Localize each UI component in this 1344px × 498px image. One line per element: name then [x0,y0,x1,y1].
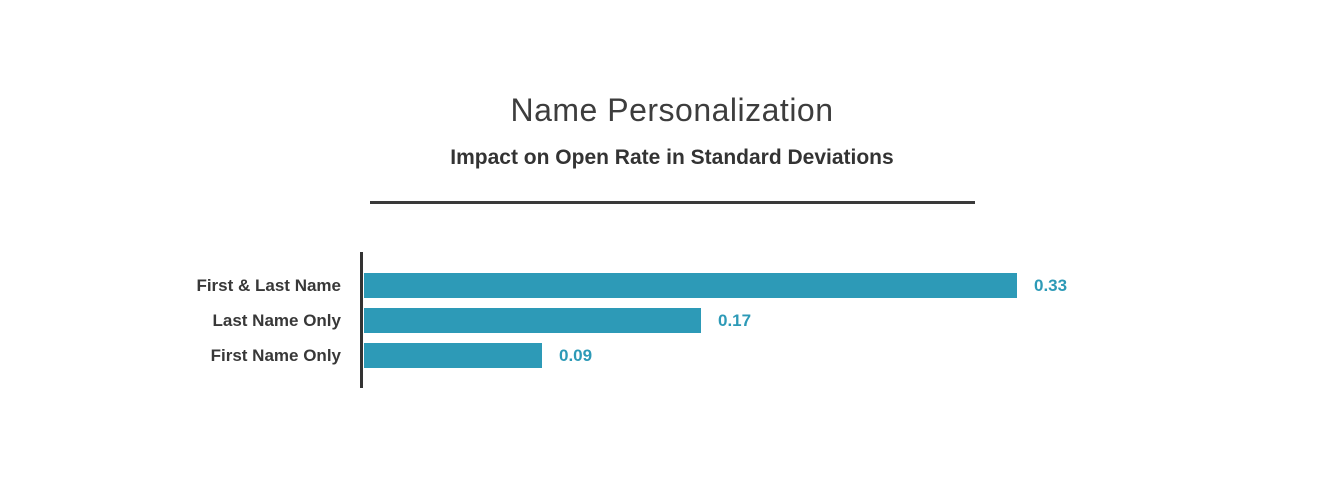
bar-row: First & Last Name 0.33 [0,273,1344,298]
category-label: First & Last Name [196,275,341,295]
chart-subtitle: Impact on Open Rate in Standard Deviatio… [450,146,894,169]
category-label: First Name Only [210,345,341,365]
bar [364,343,542,368]
bar-rows: First & Last Name 0.33 Last Name Only 0.… [0,273,1344,378]
value-label: 0.33 [1034,275,1068,295]
chart-title: Name Personalization [510,92,834,128]
bar-row: First Name Only 0.09 [0,343,1344,368]
bar [364,308,701,333]
value-label: 0.17 [718,310,752,330]
title-divider [370,201,975,204]
bar-row: Last Name Only 0.17 [0,308,1344,333]
bar [364,273,1017,298]
category-label: Last Name Only [212,310,342,330]
value-label: 0.09 [559,345,593,365]
y-axis-line [360,252,363,388]
bar-chart-plot: First & Last Name 0.33 Last Name Only 0.… [0,252,1344,392]
